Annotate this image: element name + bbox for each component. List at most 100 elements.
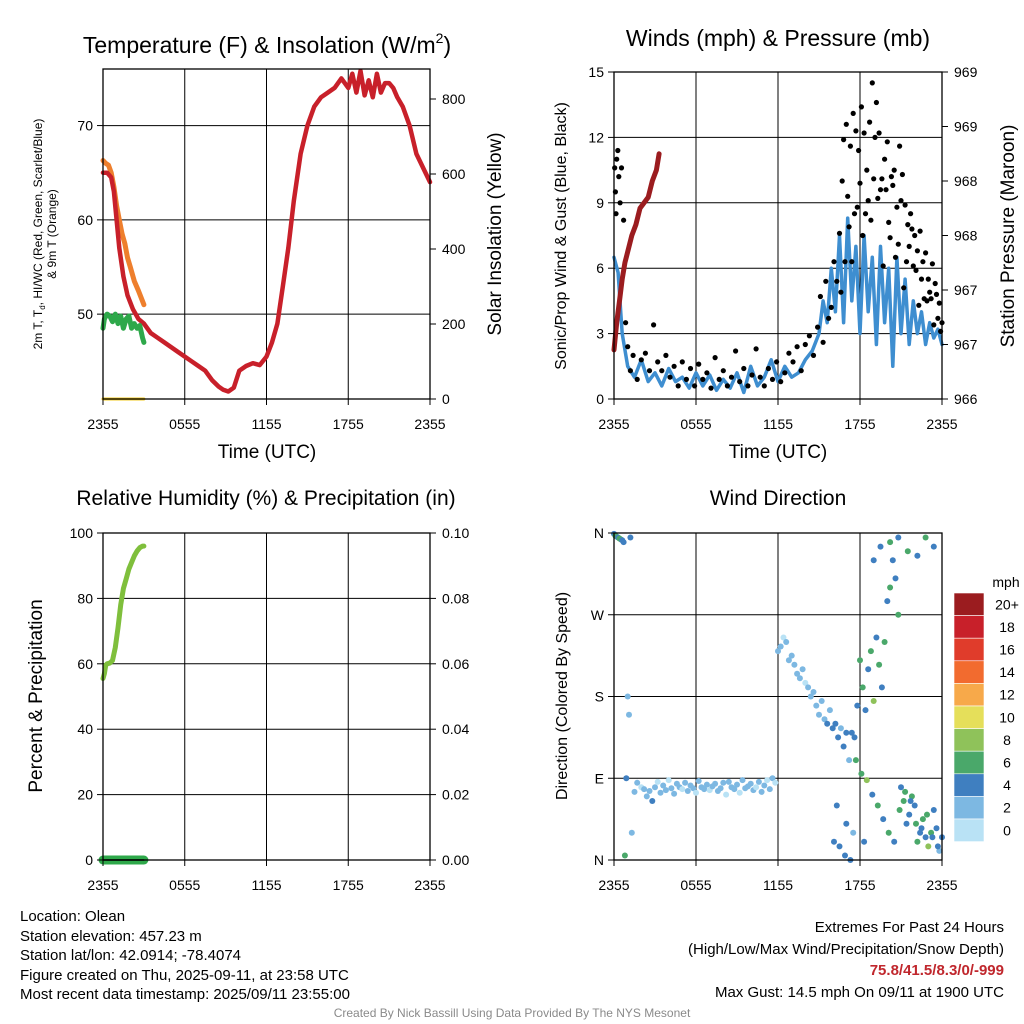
gust-point: [879, 176, 885, 182]
credit-line: Created By Nick Bassill Using Data Provi…: [333, 1006, 691, 1020]
gust-point: [849, 259, 855, 265]
direction-point: [796, 675, 803, 682]
direction-point: [780, 634, 787, 641]
direction-point: [810, 689, 817, 695]
direction-point: [657, 789, 664, 796]
y-tick-label: 9: [596, 195, 604, 211]
gust-point: [617, 200, 623, 206]
gust-point: [901, 285, 907, 291]
direction-point: [802, 679, 809, 686]
x-tick-label: 1155: [763, 877, 793, 893]
gust-point: [826, 315, 832, 321]
direction-point: [631, 788, 638, 795]
gust-point: [696, 361, 702, 367]
gust-point: [831, 259, 837, 265]
gust-point: [890, 182, 896, 188]
y2-tick-label: 0.00: [442, 852, 469, 868]
gust-point: [683, 376, 690, 382]
direction-point: [755, 778, 762, 785]
gust-point: [871, 176, 877, 182]
direction-grid: [613, 532, 943, 861]
direction-point: [788, 652, 795, 659]
direction-point: [914, 838, 921, 845]
gust-point: [864, 167, 870, 173]
direction-point: [628, 829, 635, 836]
direction-point: [896, 807, 903, 813]
extremes-description: (High/Low/Max Wind/Precipitation/Snow De…: [688, 940, 1004, 958]
gust-point: [865, 198, 871, 204]
y-tick-label: 50: [77, 306, 93, 322]
gust-point: [902, 202, 908, 208]
y2-tick-label: 969: [954, 119, 978, 135]
x-tick-label: 1155: [763, 416, 793, 432]
gust-point: [847, 143, 854, 149]
gust-point: [794, 344, 800, 350]
direction-ylabel: Direction (Colored By Speed): [554, 592, 571, 800]
direction-point: [895, 611, 902, 618]
gust-point: [886, 219, 892, 225]
speed-legend-label: 8: [1003, 732, 1011, 748]
y-tick-label: 3: [596, 326, 604, 342]
direction-point: [813, 702, 820, 709]
y2-tick-label: 966: [954, 391, 978, 407]
direction-point: [880, 816, 887, 823]
y2-tick-label: 0.10: [442, 525, 469, 541]
direction-point: [753, 784, 760, 791]
gust-point: [923, 250, 929, 256]
direction-point: [693, 789, 699, 796]
y2-tick-label: 0.08: [442, 590, 469, 606]
gust-point: [858, 104, 865, 110]
y-tick-label: 0: [85, 852, 93, 868]
direction-point: [821, 716, 828, 723]
gust-point: [856, 147, 862, 154]
x-tick-label: 1755: [333, 416, 364, 432]
direction-point: [831, 838, 837, 845]
gust-point: [659, 368, 665, 374]
direction-point: [892, 575, 899, 582]
latest-timestamp: Most recent data timestamp: 2025/09/11 2…: [20, 986, 350, 1004]
direction-point: [918, 825, 925, 832]
gust-point: [820, 339, 826, 345]
winds-xlabel: Time (UTC): [729, 442, 828, 463]
direction-point: [908, 793, 915, 800]
direction-point: [902, 788, 909, 795]
y-tick-label: N: [594, 852, 604, 868]
winds-title: Winds (mph) & Pressure (mb): [626, 25, 930, 51]
gust-point: [720, 368, 726, 374]
humidity-ticks: 2355 0555 1155 1755 2355 0 20 40 60 80 100 0.00 0.02…: [70, 525, 470, 893]
direction-point: [903, 820, 910, 827]
wind-speed-line: [612, 216, 944, 395]
gust-point: [757, 374, 763, 380]
gust-point: [765, 365, 772, 372]
dewpoint-line: [100, 311, 147, 345]
gust-point: [917, 228, 923, 234]
direction-point: [649, 798, 656, 804]
direction-point: [876, 661, 883, 668]
gust-point: [671, 363, 677, 369]
gust-point: [869, 80, 875, 86]
gust-point: [925, 276, 931, 282]
y2-tick-label: 968: [954, 173, 978, 189]
gust-point: [817, 293, 824, 300]
direction-point: [835, 734, 842, 741]
direction-point: [783, 639, 790, 645]
direction-point: [703, 781, 710, 788]
y2-tick-label: 967: [954, 282, 978, 298]
gust-point: [838, 289, 844, 295]
direction-point: [863, 777, 870, 784]
direction-point: [846, 757, 853, 764]
direction-point: [859, 684, 866, 691]
y2-tick-label: 0.04: [442, 721, 469, 737]
y2-tick-label: 968: [954, 228, 978, 244]
x-tick-label: 2355: [414, 877, 445, 893]
winds-y2label: Station Pressure (Maroon): [998, 125, 1019, 348]
y2-tick-label: 0.06: [442, 656, 469, 672]
pressure-line: [611, 151, 662, 353]
temperature-series: [100, 68, 433, 401]
station-elevation: Station elevation: 457.23 m: [20, 927, 202, 945]
direction-point: [739, 777, 746, 784]
direction-point: [865, 666, 872, 673]
direction-point: [720, 779, 727, 786]
direction-point: [764, 777, 771, 784]
